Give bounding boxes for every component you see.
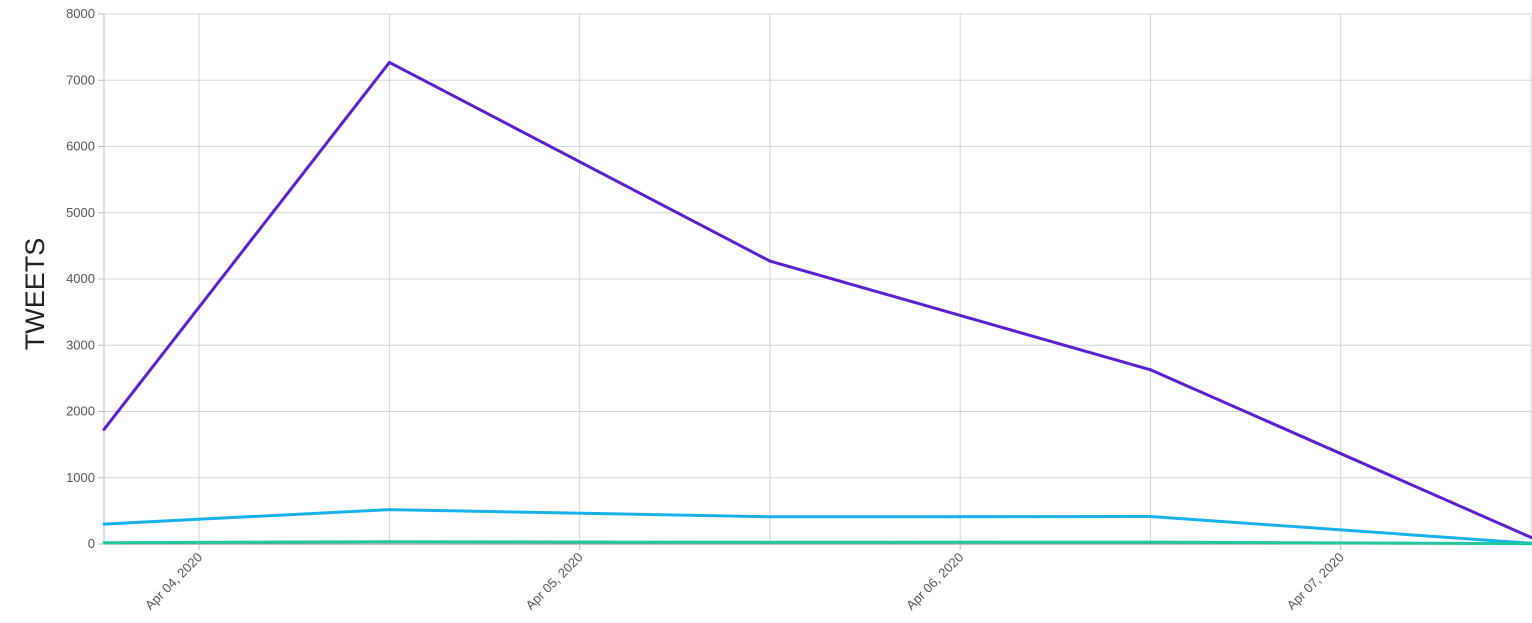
series-3-point [768,540,772,544]
y-tick-label: 8000 [66,6,95,21]
y-axis-title: TWEETS [20,238,50,351]
y-tick-label: 6000 [66,139,95,154]
y-axis-ticks: 0 1000 2000 3000 4000 5000 6000 7000 8000 [66,6,104,551]
series-1-point [387,60,391,64]
x-tick-label: Apr 07, 2020 [1284,550,1347,613]
x-tick-label: Apr 06, 2020 [903,550,966,613]
y-tick-label: 5000 [66,205,95,220]
y-tick-label: 1000 [66,470,95,485]
x-tick-label: Apr 04, 2020 [142,550,205,613]
series-1-point [102,427,106,431]
series-3-point [1148,540,1152,544]
series-line-1 [102,60,1532,539]
series-line-2 [102,508,1532,545]
series-line-3 [102,540,1532,546]
series-1-point [1529,535,1532,539]
y-tick-label: 0 [88,536,95,551]
grid [104,13,1532,544]
y-tick-label: 4000 [66,271,95,286]
series-2-point [102,522,106,526]
y-tick-label: 7000 [66,72,95,87]
series-3-point [1529,542,1532,546]
x-axis-ticks: Apr 04, 2020 Apr 05, 2020 Apr 06, 2020 Apr … [142,544,1347,613]
x-tick-label: Apr 05, 2020 [523,550,586,613]
series-2-point [387,508,391,512]
series-1-point [768,259,772,263]
series-2-point [1148,515,1152,519]
series-lines [102,60,1532,546]
series-1-point [1148,368,1152,372]
y-tick-label: 3000 [66,337,95,352]
series-2-point [768,515,772,519]
series-3-point [387,540,391,544]
y-tick-label: 2000 [66,404,95,419]
series-3-point [102,541,106,545]
